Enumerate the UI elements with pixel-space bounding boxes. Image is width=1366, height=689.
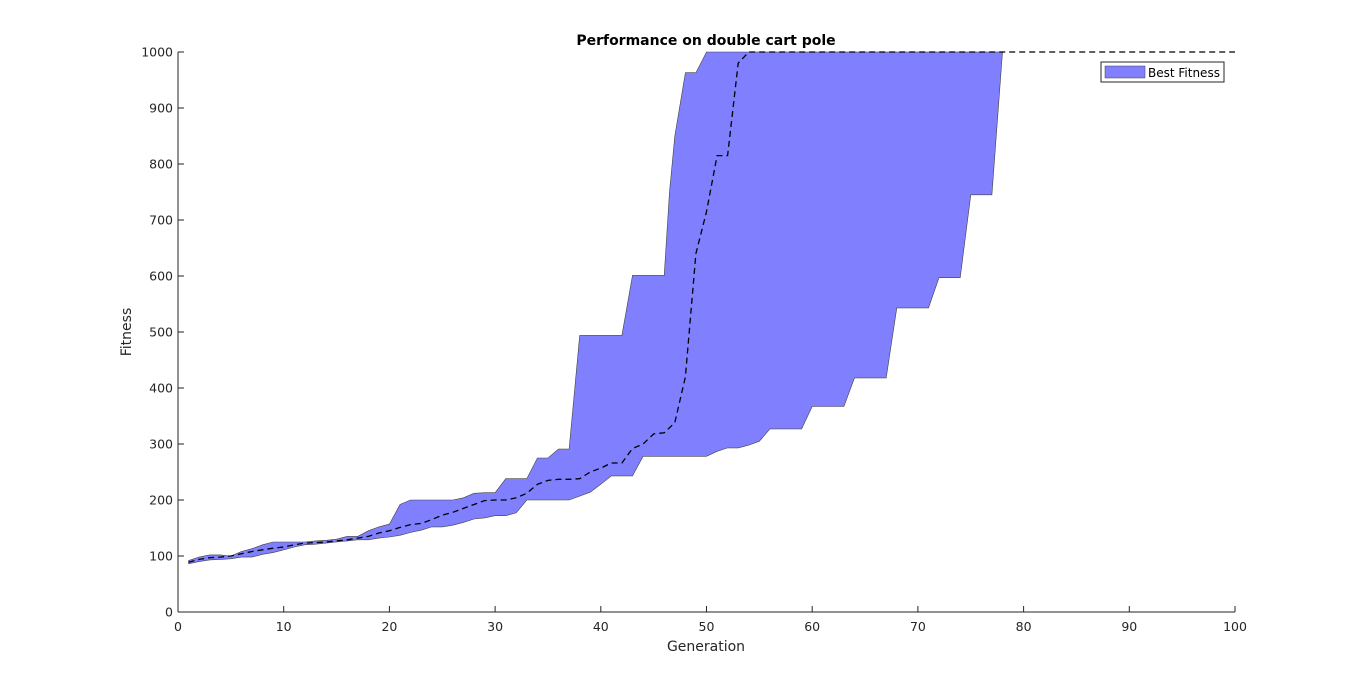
y-tick-label: 100 bbox=[149, 549, 173, 564]
y-tick-label: 500 bbox=[149, 325, 173, 340]
x-tick-label: 40 bbox=[593, 619, 609, 634]
x-tick-label: 60 bbox=[804, 619, 820, 634]
y-tick-label: 300 bbox=[149, 437, 173, 452]
y-tick-label: 200 bbox=[149, 493, 173, 508]
x-tick-label: 20 bbox=[381, 619, 397, 634]
y-tick-label: 700 bbox=[149, 213, 173, 228]
y-tick-label: 800 bbox=[149, 157, 173, 172]
x-tick-label: 80 bbox=[1016, 619, 1032, 634]
y-axis-ticks: 0 100 200 300 400 500 600 700 800 900 1000 bbox=[141, 45, 184, 620]
x-axis-label: Generation bbox=[667, 639, 745, 655]
legend-swatch bbox=[1104, 65, 1146, 79]
y-tick-label: 600 bbox=[149, 269, 173, 284]
x-tick-label: 10 bbox=[276, 619, 292, 634]
y-axis-label: Fitness bbox=[119, 308, 135, 357]
best-fitness-band bbox=[188, 51, 1003, 565]
x-tick-label: 90 bbox=[1121, 619, 1137, 634]
y-tick-label: 400 bbox=[149, 381, 173, 396]
legend: Best Fitness bbox=[1100, 61, 1225, 83]
x-tick-label: 0 bbox=[174, 619, 182, 634]
y-tick-label: 1000 bbox=[141, 45, 173, 60]
y-tick-label: 900 bbox=[149, 101, 173, 116]
legend-label: Best Fitness bbox=[1148, 66, 1220, 80]
x-axis-ticks: 0 10 20 30 40 50 60 70 80 90 100 bbox=[174, 606, 1247, 634]
chart-title: Performance on double cart pole bbox=[576, 33, 835, 49]
mean-fitness-line bbox=[188, 51, 1235, 563]
x-tick-label: 100 bbox=[1223, 619, 1247, 634]
x-tick-label: 50 bbox=[699, 619, 715, 634]
x-tick-label: 30 bbox=[487, 619, 503, 634]
y-tick-label: 0 bbox=[165, 605, 173, 620]
x-tick-label: 70 bbox=[910, 619, 926, 634]
